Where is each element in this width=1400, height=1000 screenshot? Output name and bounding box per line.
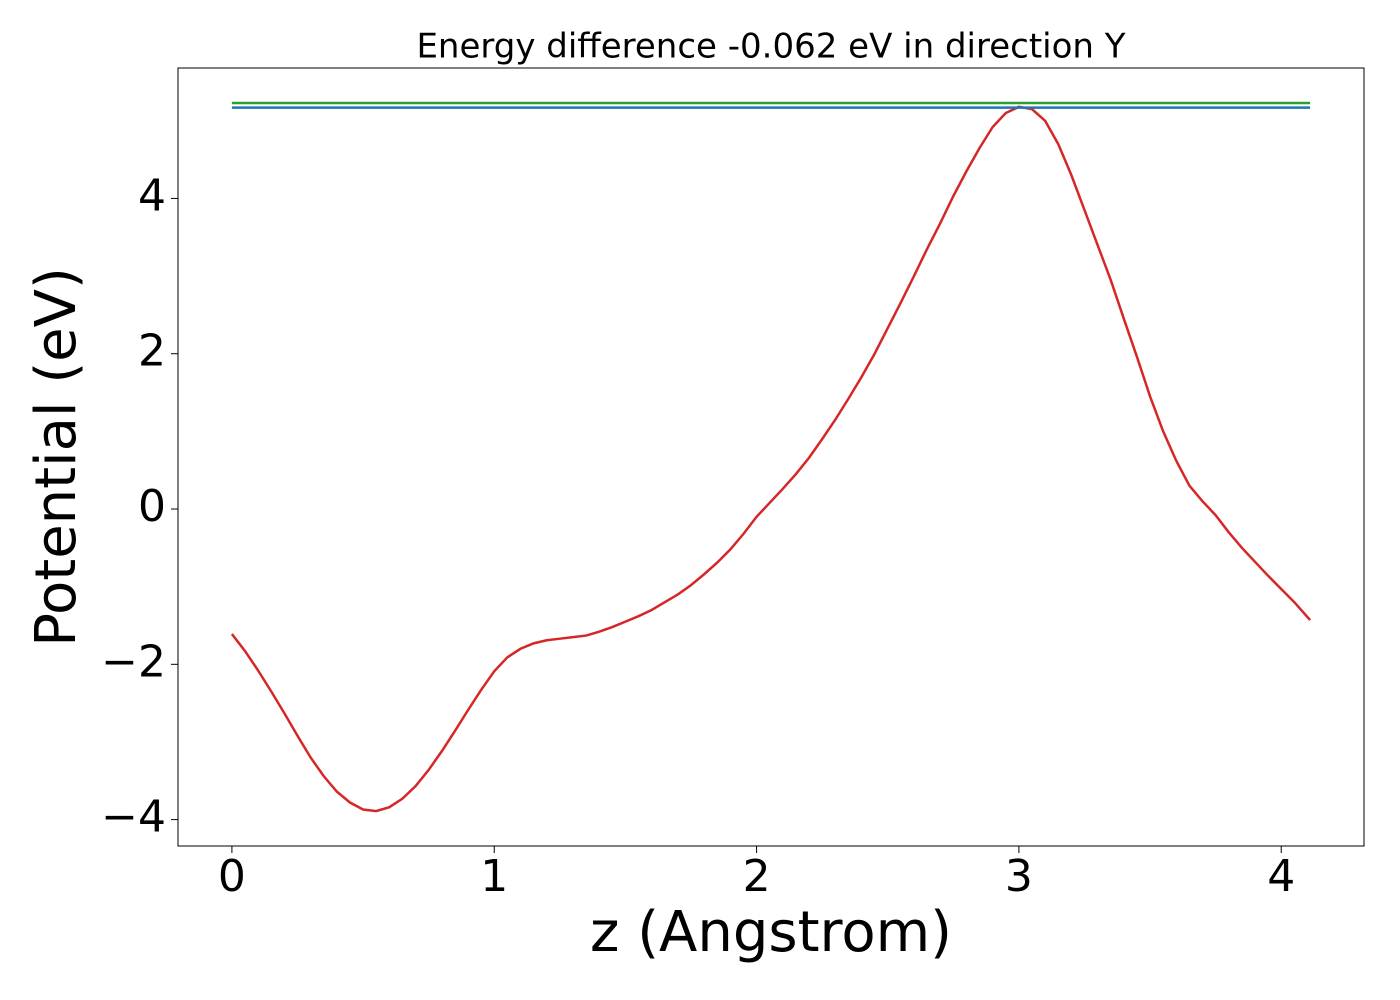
x-tick-label: 4 xyxy=(1267,851,1295,902)
y-tick-label: 2 xyxy=(138,326,166,377)
chart-title: Energy difference -0.062 eV in direction… xyxy=(416,27,1125,67)
plot-frame xyxy=(177,67,1365,847)
y-tick-label: −2 xyxy=(101,636,166,687)
y-tick-label: 0 xyxy=(138,481,166,532)
y-tick-label: 4 xyxy=(138,170,166,221)
x-tick-label: 3 xyxy=(1005,851,1033,902)
y-tick-label: −4 xyxy=(101,792,166,843)
x-tick-label: 1 xyxy=(480,851,508,902)
y-axis-label: Potential (eV) xyxy=(24,267,89,647)
x-tick-label: 2 xyxy=(743,851,771,902)
x-tick-label: 0 xyxy=(218,851,246,902)
x-axis-label: z (Angstrom) xyxy=(590,900,952,965)
data-line xyxy=(230,105,1312,813)
